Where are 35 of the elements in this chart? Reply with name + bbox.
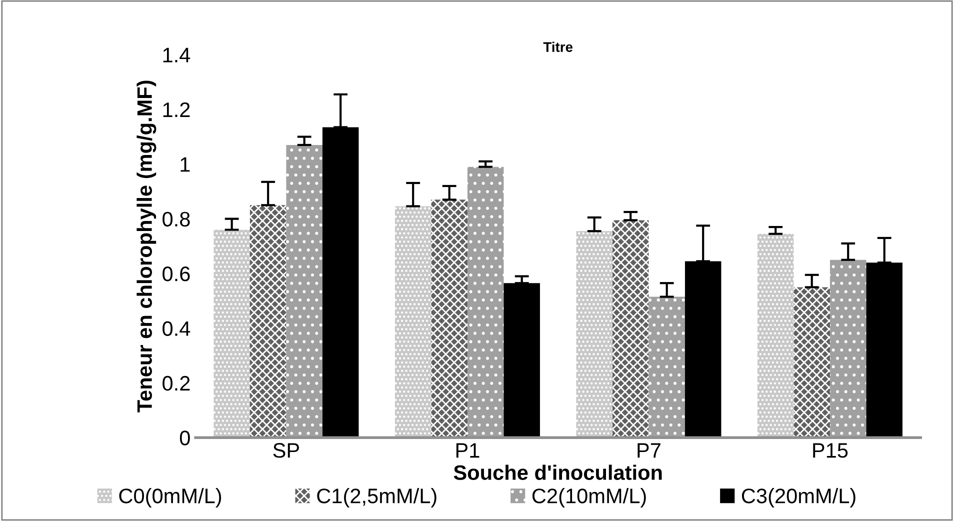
bar [250, 205, 286, 438]
x-tick-label: SP [273, 443, 299, 458]
y-tick-label: 0.4 [162, 321, 190, 336]
x-axis-title: Souche d'inoculation [454, 464, 662, 480]
y-tick-label: 0 [180, 430, 190, 446]
legend-label: C1(2,5mM/L) [317, 488, 436, 508]
x-tick-label: P1 [456, 443, 480, 458]
bar [684, 261, 722, 438]
bar [866, 262, 902, 438]
bar [504, 283, 540, 438]
bar [757, 234, 794, 438]
bar [467, 166, 504, 438]
bar [431, 200, 468, 438]
bar [576, 231, 612, 438]
y-tick-label: 1.2 [163, 102, 190, 117]
y-tick-label: 0.6 [162, 266, 190, 282]
bar [612, 220, 649, 438]
bar [648, 296, 685, 438]
legend-label: C0(0mM/L) [119, 488, 222, 508]
bar [286, 144, 322, 438]
bar [830, 260, 866, 438]
y-tick-label: 1 [180, 157, 190, 172]
y-tick-label: 1.4 [163, 48, 190, 62]
bar [794, 287, 830, 438]
bar [394, 206, 432, 438]
legend-label: C3(20mM/L) [742, 488, 856, 508]
bar [214, 230, 250, 438]
x-tick-label: P7 [638, 443, 660, 458]
y-tick-label: 0.8 [162, 212, 190, 227]
legend-label: C2(10mM/L) [532, 488, 646, 508]
x-tick-label: P15 [813, 443, 848, 458]
chart-title: Titre [543, 42, 573, 52]
y-axis-title: Teneur en chlorophylle (mg/g.MF) [136, 80, 156, 412]
y-tick-label: 0.2 [162, 376, 190, 391]
bar [322, 127, 359, 438]
